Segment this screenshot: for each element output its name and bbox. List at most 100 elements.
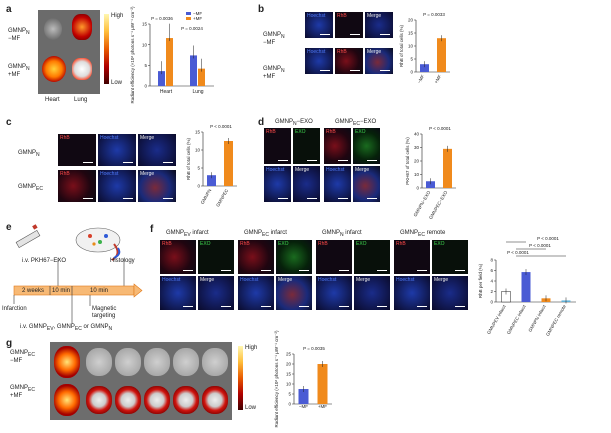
y-tick-label: 15	[286, 372, 292, 377]
y-axis-label: Radiant efficiency (×10⁸ photons s⁻¹ μW⁻…	[130, 6, 135, 103]
y-tick-label: 2	[490, 289, 493, 294]
f-g2-rhb: RhB	[238, 240, 274, 274]
f-g3-merge: Merge	[354, 276, 390, 310]
heart-slice-minus-3	[144, 348, 170, 376]
b-tile-row1-hoechst: Hoechst	[305, 12, 333, 38]
legend-swatch-plus	[186, 17, 191, 20]
bar-2	[521, 272, 531, 302]
channel-label: Merge	[355, 167, 370, 173]
y-tick-label: 10	[414, 172, 420, 177]
b-tile-row2-merge: Merge	[365, 48, 393, 74]
bar-lung-plus	[198, 68, 205, 86]
f-g4-hoechst: Hoechst	[394, 276, 430, 310]
x-tick-label: GMNPEV infarct	[486, 303, 507, 335]
bar-heart-plus	[166, 38, 173, 86]
f-g3-hoechst: Hoechst	[316, 276, 352, 310]
p-value: P < 0.0001	[210, 124, 232, 129]
a-scale-high: High	[111, 13, 124, 19]
c-tile-row2-hoechst: Hoechst	[98, 170, 136, 202]
scale-bar	[350, 70, 360, 71]
channel-label: EXO	[434, 241, 445, 247]
c-row1-label: GMNPN	[18, 150, 40, 159]
syringe-icon	[15, 224, 41, 249]
lung-organ-plus	[72, 58, 92, 80]
f-g1-merge: Merge	[198, 276, 234, 310]
colorscale-bar-g	[238, 346, 243, 410]
scale-bar	[261, 270, 271, 271]
b-tile-row2-rhb: RhB	[335, 48, 363, 74]
f-g3-exo: EXO	[354, 240, 390, 274]
p-value: P < 0.0001	[507, 250, 529, 255]
p-value: P < 0.0001	[529, 243, 551, 248]
y-axis-label: Radiant efficiency (×10⁸ photons s⁻¹ μW⁻…	[274, 330, 279, 427]
scale-bar	[183, 270, 193, 271]
f-g2-exo: EXO	[276, 240, 312, 274]
y-tick-label: 5	[410, 57, 413, 62]
x-tick-label: +MF	[433, 74, 442, 85]
y-tick-label: 6	[490, 268, 493, 273]
scale-bar	[163, 198, 173, 199]
channel-label: Hoechst	[100, 135, 119, 141]
channel-label: RhB	[337, 49, 347, 55]
f-group-title: GMNPEV infarct	[166, 230, 209, 239]
y-tick-label: 15	[195, 130, 201, 135]
panel-label-b: b	[258, 4, 265, 15]
panel-label-e: e	[6, 222, 12, 233]
f-group-title: GMNPN infarct	[322, 230, 362, 239]
scale-bar	[339, 270, 349, 271]
y-axis-label: RhB per field (%)	[478, 263, 483, 298]
x-tick-label: GMNPN infarct	[527, 303, 547, 332]
x-tick-label: Heart	[160, 89, 173, 95]
channel-label: Hoechst	[266, 167, 285, 173]
channel-label: EXO	[200, 241, 211, 247]
channel-label: EXO	[295, 129, 306, 135]
p-value: P = 0.0035	[303, 346, 325, 351]
scale-bar	[350, 34, 360, 35]
p-value: P < 0.0001	[429, 126, 451, 131]
bar-lung-minus	[190, 55, 197, 86]
chart-c: 0 5 10 15 RhB of total cells (%) GMNPN GMNPEC P…	[186, 124, 237, 208]
heart-slice-minus-1	[86, 348, 112, 376]
y-tick-label: 0	[144, 84, 147, 89]
y-tick-label: 0	[288, 402, 291, 407]
e-iv2-label: i.v. GMNPEV, GMNPEC or GMNPN	[20, 324, 113, 333]
y-tick-label: 40	[414, 132, 420, 137]
e-inject-label: i.v. PKH67−EXO	[22, 258, 67, 264]
x-tick-label: GMNPN	[200, 188, 213, 205]
g-row1-label: GMNPEC −MF	[10, 350, 35, 365]
heart-slice-plus-3	[144, 386, 170, 414]
bar-1	[298, 389, 309, 404]
y-tick-label: 20	[286, 362, 292, 367]
channel-label: RhB	[318, 241, 328, 247]
scale-bar	[367, 198, 377, 199]
heart-slice-minus-4	[173, 348, 199, 376]
x-tick-label: GMNPN−EXO	[413, 190, 432, 218]
heart-minus-whole	[54, 346, 80, 378]
channel-label: RhB	[326, 129, 336, 135]
bar-2	[437, 38, 446, 72]
f-g2-hoechst: Hoechst	[238, 276, 274, 310]
b-tile-row2-hoechst: Hoechst	[305, 48, 333, 74]
p-value: P < 0.0001	[537, 236, 559, 241]
ivis-heart-slices-g	[50, 342, 232, 420]
d-g1-exo: EXO	[293, 128, 320, 164]
mouse-icon	[75, 227, 121, 261]
channel-label: EXO	[355, 129, 366, 135]
c-tile-row1-rhb: RhB	[58, 134, 96, 166]
channel-label: EXO	[278, 241, 289, 247]
bar-1	[207, 175, 216, 186]
channel-label: Hoechst	[326, 167, 345, 173]
y-tick-label: 10	[195, 148, 201, 153]
channel-label: Merge	[295, 167, 310, 173]
b-tile-row1-rhb: RhB	[335, 12, 363, 38]
channel-label: Hoechst	[396, 277, 415, 283]
f-g3-rhb: RhB	[316, 240, 352, 274]
heart-slice-minus-5	[202, 348, 228, 376]
scale-bar	[299, 306, 309, 307]
scale-bar	[83, 198, 93, 199]
channel-label: EXO	[356, 241, 367, 247]
channel-label: Merge	[434, 277, 449, 283]
c-tile-row2-rhb: RhB	[58, 170, 96, 202]
x-tick-label: −MF	[299, 404, 308, 409]
